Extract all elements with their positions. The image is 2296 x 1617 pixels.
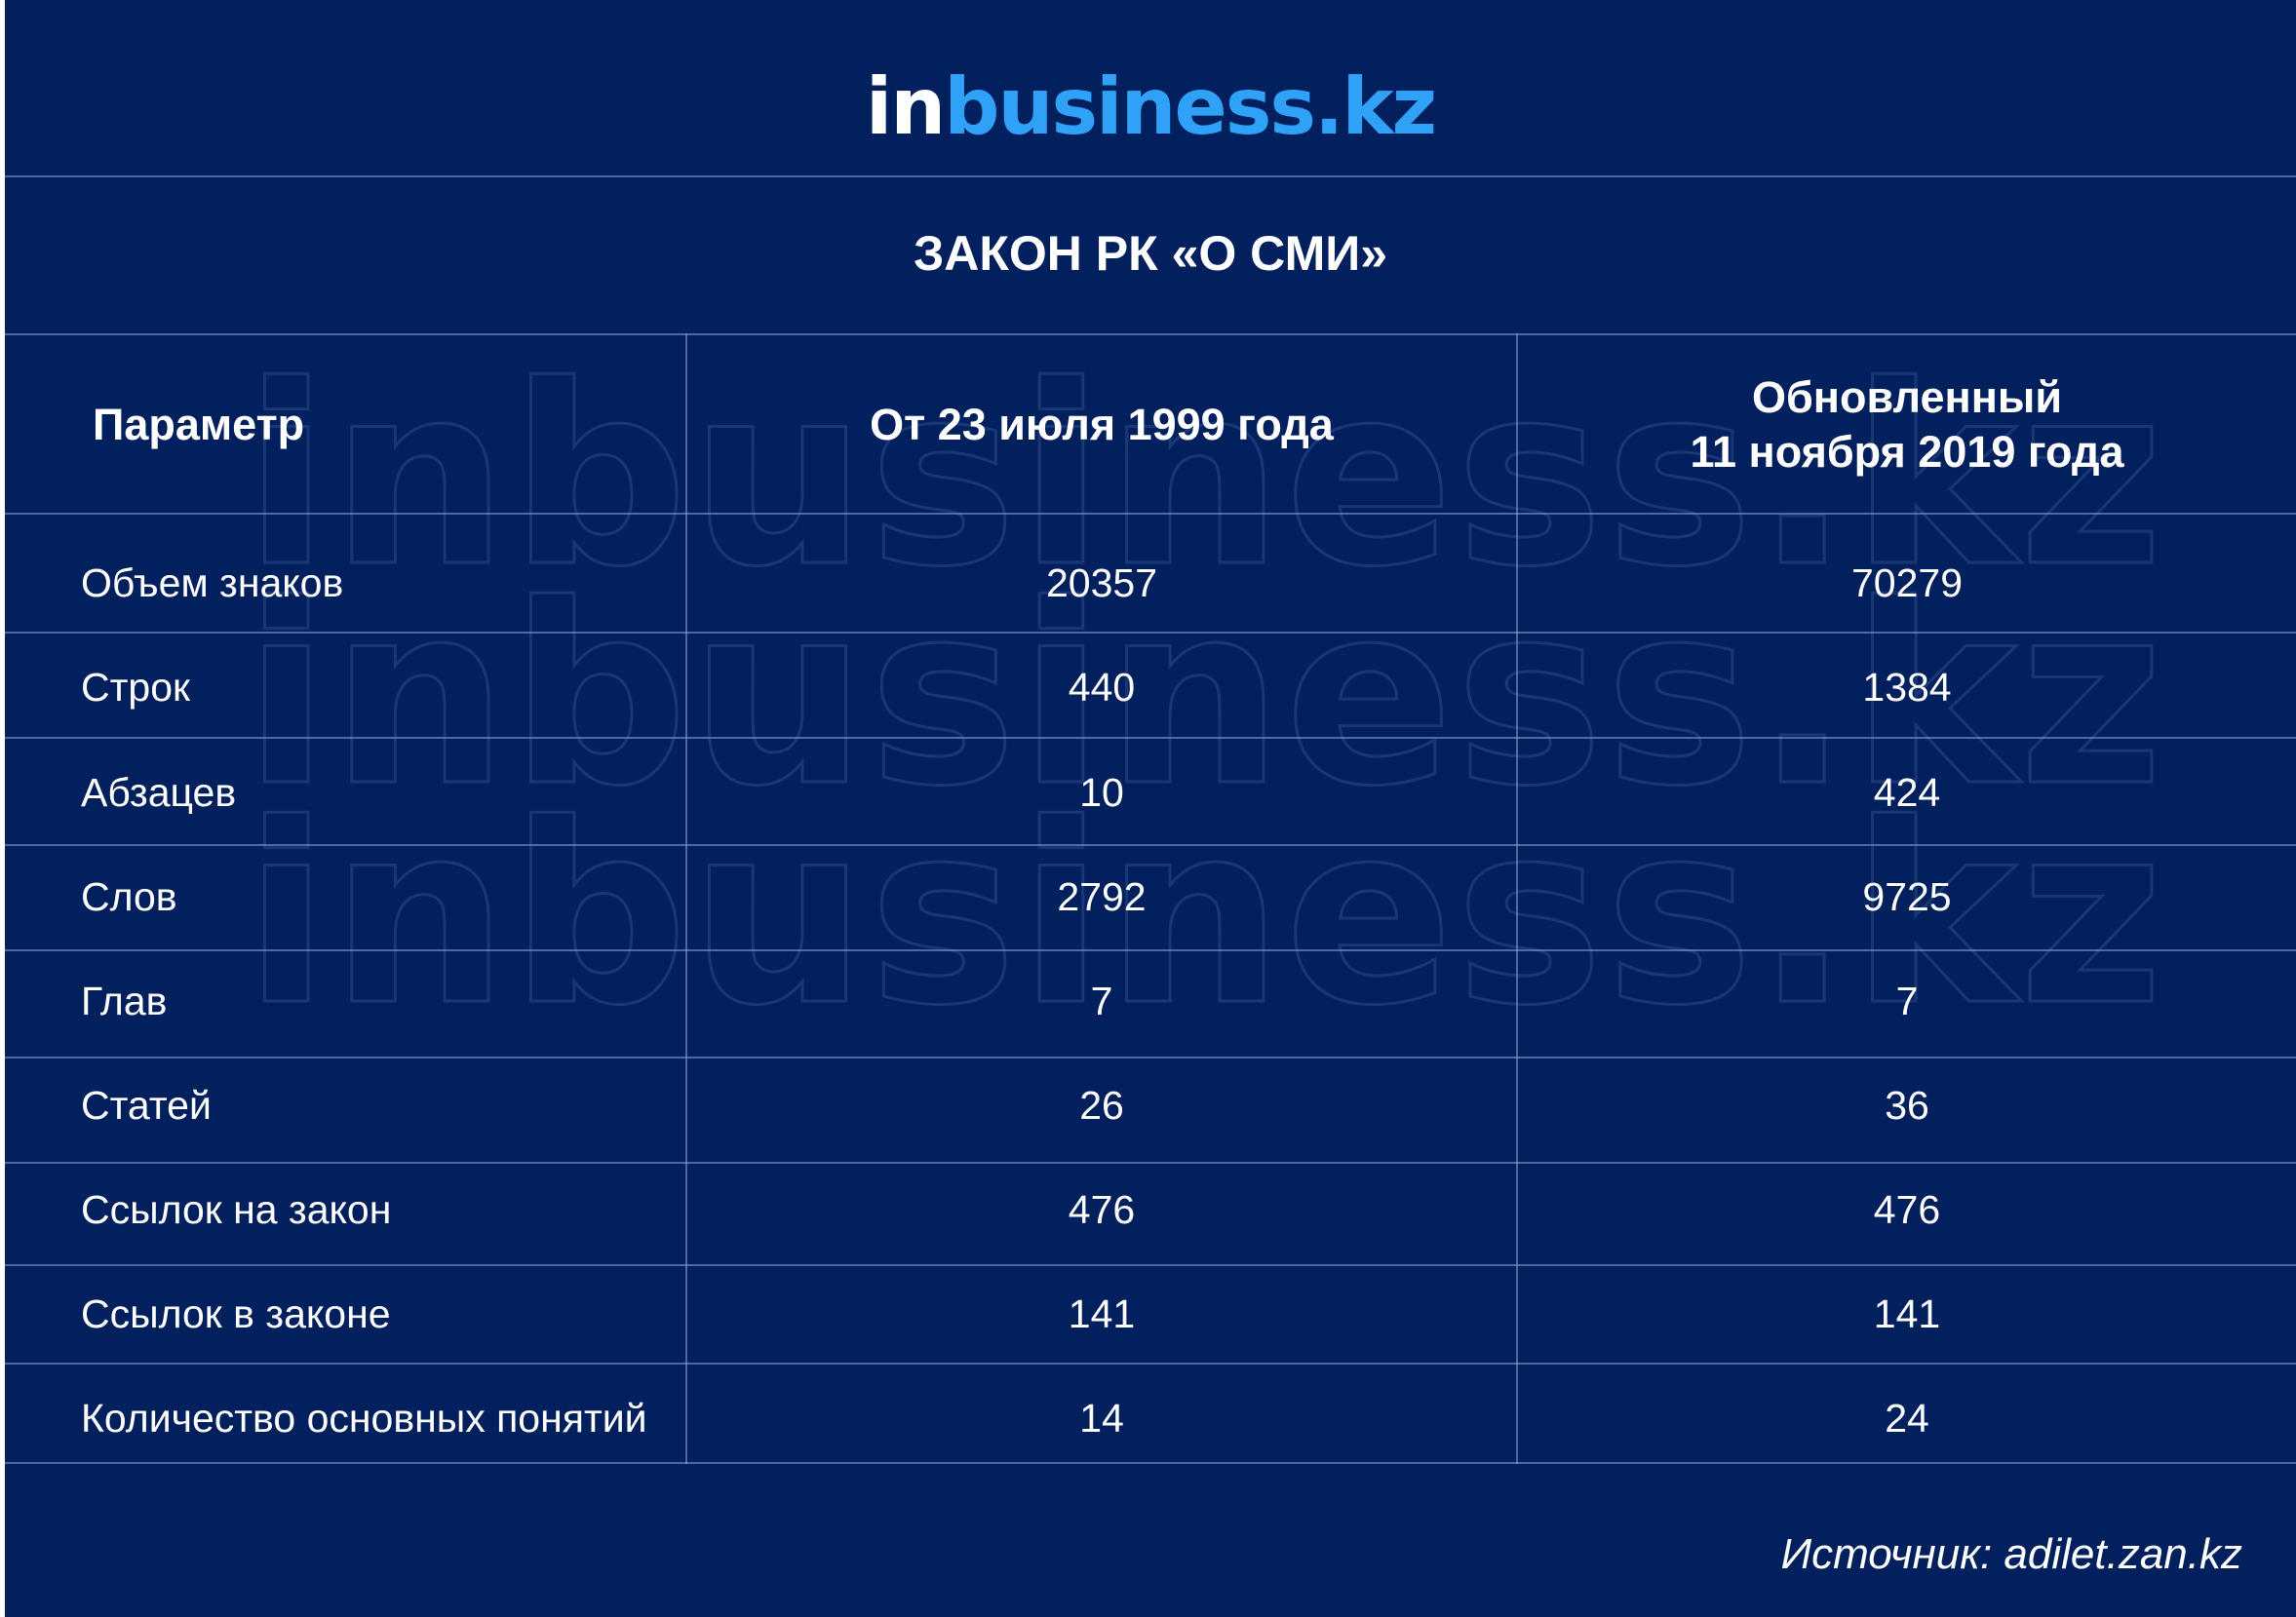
column-header-2019: Обновленный 11 ноября 2019 года [1518,370,2296,480]
table-cell-1999: 14 [1079,1396,1124,1441]
table-row-divider [5,1462,2296,1464]
table-cell-1999: 440 [1068,665,1136,710]
source-note: Источник: adilet.zan.kz [1780,1530,2242,1578]
divider [5,333,2296,335]
table-column-divider [1516,333,1518,1464]
table-cell-2019: 9725 [1862,874,1952,919]
table-cell-2019: 36 [1885,1083,1929,1128]
table-row-divider [5,737,2296,739]
table-cell-2019: 476 [1873,1187,1941,1232]
logo-business-text: business.kz [944,61,1437,152]
column-header-parameter: Параметр [93,400,305,449]
table-cell-1999: 141 [1068,1291,1136,1336]
table-cell-2019: 7 [1895,979,1919,1023]
column-header-2019-line2: 11 ноября 2019 года [1690,427,2124,477]
table-column-divider [685,333,687,1464]
table-cell-2019: 1384 [1862,665,1952,710]
table-row-divider [5,632,2296,634]
table-cell-2019: 141 [1873,1291,1941,1336]
table-cell-1999: 7 [1090,979,1113,1023]
table-cell-param: Статей [81,1083,212,1128]
table-cell-param: Количество основных понятий [81,1396,647,1441]
table-cell-1999: 26 [1079,1083,1124,1128]
table-cell-1999: 2792 [1057,874,1147,919]
site-logo: inbusiness.kz [5,54,2296,161]
table-cell-param: Слов [81,874,177,919]
table-row-divider [5,513,2296,515]
table-cell-2019: 424 [1873,770,1941,815]
table-cell-param: Ссылок на закон [81,1187,392,1232]
table-row-divider [5,1264,2296,1266]
table-row-divider [5,1057,2296,1059]
infographic-canvas: inbusiness.kz inbusiness.kz inbusiness.k… [5,0,2296,1617]
table-cell-param: Объем знаков [81,560,344,605]
table-cell-1999: 476 [1068,1187,1136,1232]
divider [5,175,2296,177]
page-title: ЗАКОН РК «О СМИ» [913,226,1388,281]
table-row-divider [5,844,2296,846]
table-cell-param: Строк [81,665,190,710]
column-header-2019-line1: Обновленный [1751,372,2062,422]
logo-in-text: in [865,61,946,152]
table-row-divider [5,1363,2296,1365]
table-cell-1999: 10 [1079,770,1124,815]
table-cell-1999: 20357 [1045,560,1157,605]
table-cell-2019: 24 [1885,1396,1929,1441]
table-cell-param: Ссылок в законе [81,1291,391,1336]
table-row-divider [5,949,2296,951]
table-cell-param: Абзацев [81,770,237,815]
table-cell-param: Глав [81,979,168,1023]
table-cell-2019: 70279 [1850,560,1963,605]
column-header-1999: От 23 июля 1999 года [870,400,1334,449]
table-row-divider [5,1162,2296,1164]
